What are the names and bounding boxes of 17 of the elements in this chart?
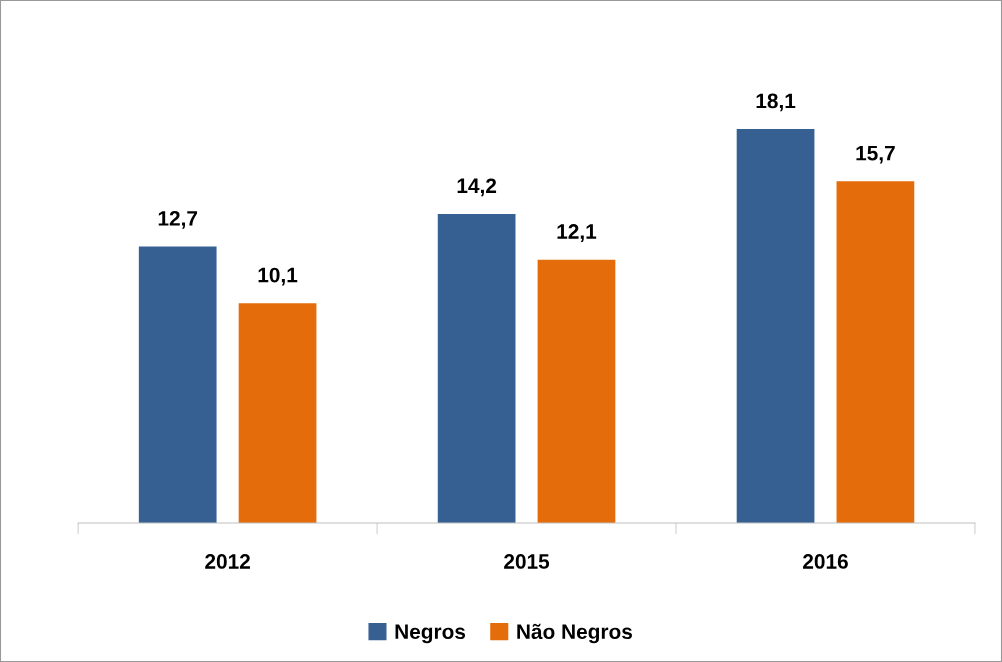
data-label: 10,1 xyxy=(258,267,298,286)
data-label: 18,1 xyxy=(756,93,796,112)
bar xyxy=(736,129,815,523)
x-tick-label: 2016 xyxy=(803,554,848,569)
data-label: 15,7 xyxy=(856,145,895,164)
data-label: 14,2 xyxy=(457,178,497,197)
legend-label: Negros xyxy=(395,624,466,644)
bar xyxy=(437,213,516,523)
bar xyxy=(537,259,616,523)
bar xyxy=(138,246,217,523)
x-tick-label: 2012 xyxy=(205,554,250,569)
bar xyxy=(836,181,915,523)
data-label: 12,1 xyxy=(557,224,597,242)
data-label: 12,7 xyxy=(158,211,198,229)
legend-label: Não Negros xyxy=(517,623,632,644)
bar xyxy=(238,303,317,523)
x-tick-label: 2015 xyxy=(504,554,550,569)
